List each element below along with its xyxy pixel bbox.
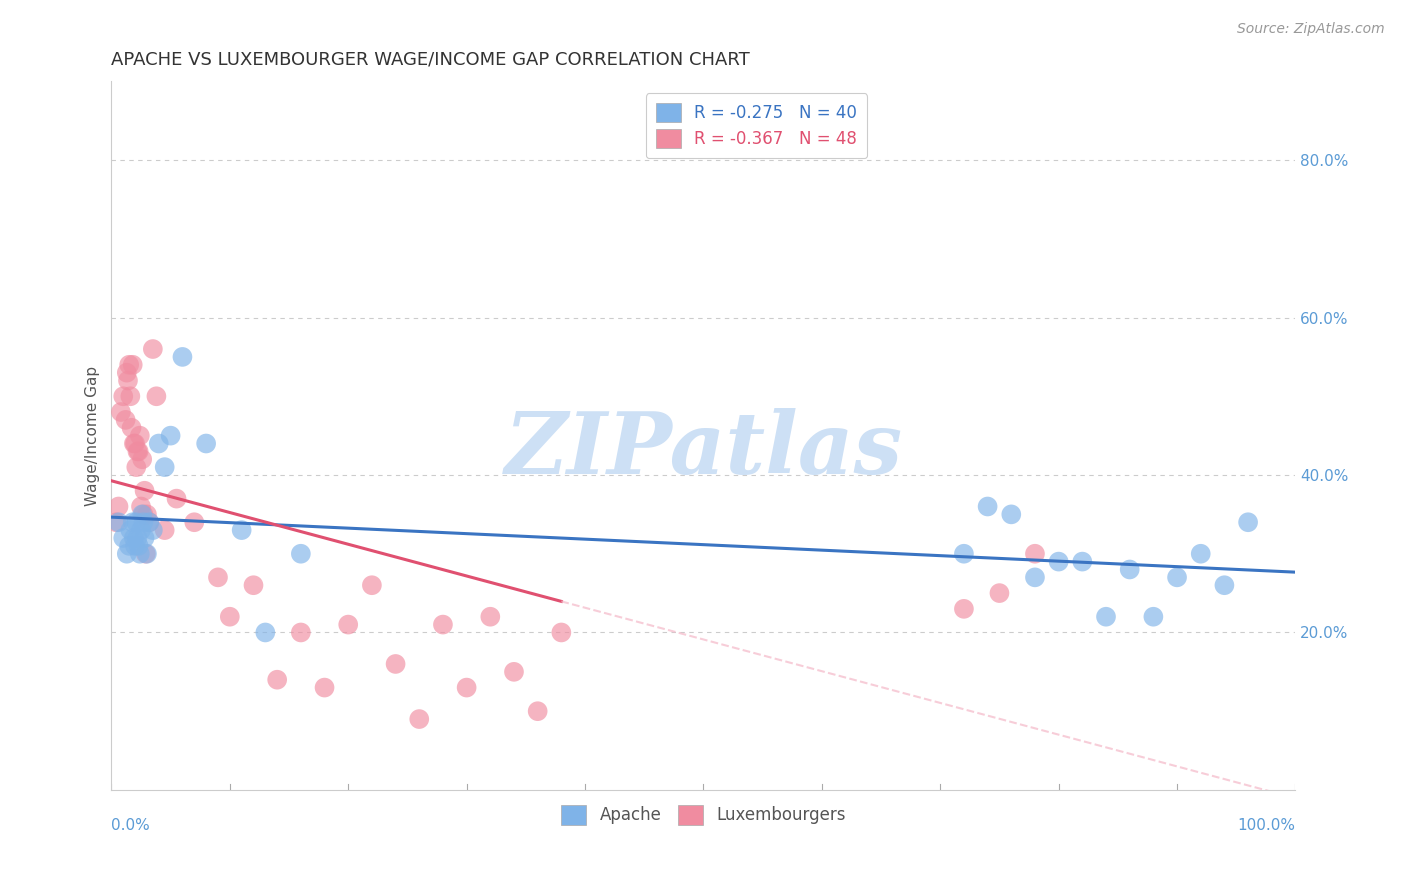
Text: Source: ZipAtlas.com: Source: ZipAtlas.com: [1237, 22, 1385, 37]
Point: [112, 389, 135, 403]
Point: [129, 523, 152, 537]
Point: [128, 428, 150, 442]
Point: [134, 531, 156, 545]
Point: [118, 539, 141, 553]
Point: [1024, 547, 1046, 561]
Point: [138, 515, 160, 529]
Point: [1000, 508, 1022, 522]
Point: [195, 436, 218, 450]
Point: [172, 350, 194, 364]
Point: [159, 428, 181, 442]
Point: [131, 452, 153, 467]
Point: [218, 609, 240, 624]
Text: 0.0%: 0.0%: [111, 818, 150, 833]
Point: [1071, 555, 1094, 569]
Point: [1237, 515, 1260, 529]
Point: [479, 609, 502, 624]
Point: [1095, 609, 1118, 624]
Point: [456, 681, 478, 695]
Point: [110, 405, 132, 419]
Point: [117, 374, 139, 388]
Point: [242, 578, 264, 592]
Point: [142, 342, 165, 356]
Point: [114, 413, 136, 427]
Point: [153, 460, 176, 475]
Point: [128, 444, 150, 458]
Point: [136, 508, 159, 522]
Point: [988, 586, 1011, 600]
Point: [135, 547, 157, 561]
Point: [145, 389, 167, 403]
Point: [112, 531, 135, 545]
Point: [128, 547, 150, 561]
Point: [122, 436, 145, 450]
Point: [254, 625, 277, 640]
Legend: Apache, Luxembourgers: Apache, Luxembourgers: [554, 798, 852, 831]
Point: [107, 500, 129, 514]
Point: [115, 547, 138, 561]
Point: [115, 366, 138, 380]
Point: [127, 531, 149, 545]
Point: [953, 602, 976, 616]
Point: [408, 712, 430, 726]
Text: ZIPatlas: ZIPatlas: [505, 408, 903, 491]
Point: [129, 500, 152, 514]
Point: [148, 436, 170, 450]
Point: [953, 547, 976, 561]
Point: [120, 389, 142, 403]
Y-axis label: Wage/Income Gap: Wage/Income Gap: [86, 366, 100, 506]
Point: [132, 515, 155, 529]
Point: [136, 547, 159, 561]
Point: [384, 657, 406, 671]
Point: [131, 508, 153, 522]
Point: [138, 515, 160, 529]
Point: [207, 570, 229, 584]
Point: [142, 523, 165, 537]
Point: [153, 523, 176, 537]
Point: [121, 358, 143, 372]
Point: [125, 460, 148, 475]
Point: [183, 515, 205, 529]
Point: [231, 523, 253, 537]
Point: [122, 531, 145, 545]
Point: [132, 508, 155, 522]
Point: [526, 704, 548, 718]
Point: [125, 515, 148, 529]
Point: [107, 515, 129, 529]
Point: [314, 681, 336, 695]
Point: [432, 617, 454, 632]
Point: [1189, 547, 1212, 561]
Point: [166, 491, 188, 506]
Point: [550, 625, 572, 640]
Point: [290, 625, 312, 640]
Point: [1118, 562, 1140, 576]
Point: [120, 523, 142, 537]
Point: [337, 617, 360, 632]
Point: [105, 515, 128, 529]
Point: [1047, 555, 1070, 569]
Point: [976, 500, 998, 514]
Point: [134, 483, 156, 498]
Point: [290, 547, 312, 561]
Point: [121, 421, 143, 435]
Point: [1213, 578, 1236, 592]
Point: [1024, 570, 1046, 584]
Point: [266, 673, 288, 687]
Point: [1142, 609, 1164, 624]
Text: APACHE VS LUXEMBOURGER WAGE/INCOME GAP CORRELATION CHART: APACHE VS LUXEMBOURGER WAGE/INCOME GAP C…: [111, 51, 751, 69]
Point: [124, 436, 146, 450]
Point: [503, 665, 526, 679]
Point: [118, 358, 141, 372]
Point: [124, 539, 146, 553]
Point: [1166, 570, 1188, 584]
Point: [128, 539, 150, 553]
Point: [127, 444, 149, 458]
Point: [361, 578, 384, 592]
Text: 100.0%: 100.0%: [1237, 818, 1295, 833]
Point: [121, 515, 143, 529]
